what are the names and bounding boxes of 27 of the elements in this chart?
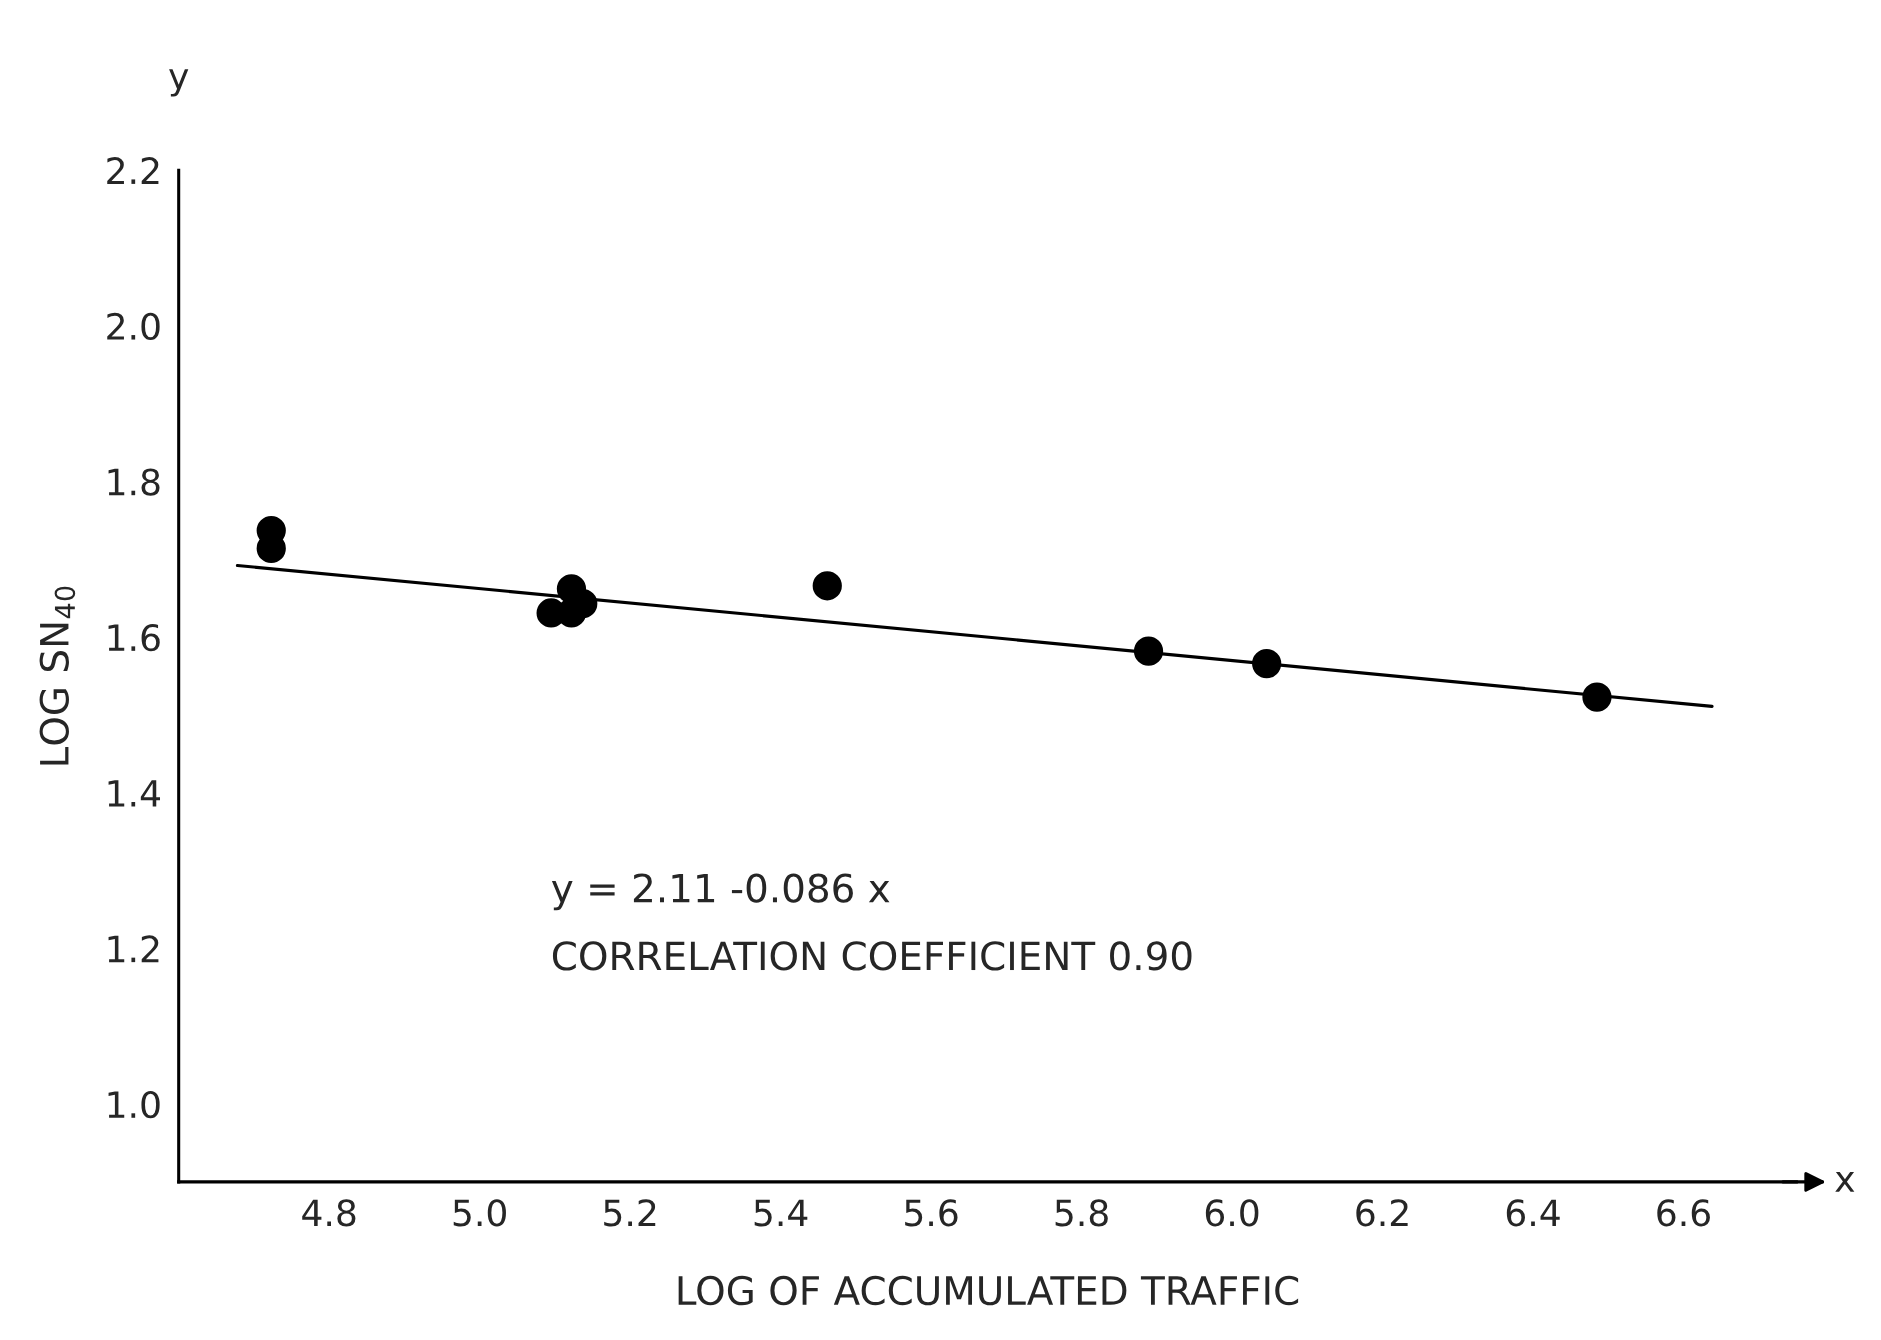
x-tick-label: 6.6 [1657,1199,1710,1227]
y-tick-label: 1.0 [108,1090,160,1119]
x-axis-title: LOG OF ACCUMULATED TRAFFIC [678,1275,1299,1306]
point [1252,648,1282,679]
point [812,571,842,601]
x-tick-label: 5.8 [1055,1199,1108,1227]
point [1582,682,1612,712]
y-tick-label: 2.0 [107,312,160,341]
y-axis-title: LOG SN$_{40}$ [39,586,76,765]
point [1133,636,1164,666]
x-tick-label: 5.2 [604,1199,656,1227]
x-tick-label: 6.4 [1506,1199,1560,1227]
x-tick-label: 5.4 [754,1199,808,1227]
y-tick-label: 1.4 [108,780,160,807]
x-tick-label: 6.2 [1356,1199,1408,1227]
text: y [169,69,189,97]
y-tick-label: 1.8 [108,468,160,496]
annotation: y = 2.11 -0.086 x [551,873,890,911]
annotation: CORRELATION COEFFICIENT 0.90 [552,941,1192,971]
text: x [1835,1172,1855,1192]
x-tick-label: 4.8 [302,1199,356,1227]
x-tick-label: 6.0 [1205,1199,1259,1227]
x-tick-label: 5.6 [905,1199,958,1227]
y-tick-label: 1.6 [108,624,160,652]
y-tick-label: 1.2 [108,935,159,963]
y-tick-label: 2.2 [107,157,159,184]
x-tick-label: 5.0 [453,1199,506,1227]
